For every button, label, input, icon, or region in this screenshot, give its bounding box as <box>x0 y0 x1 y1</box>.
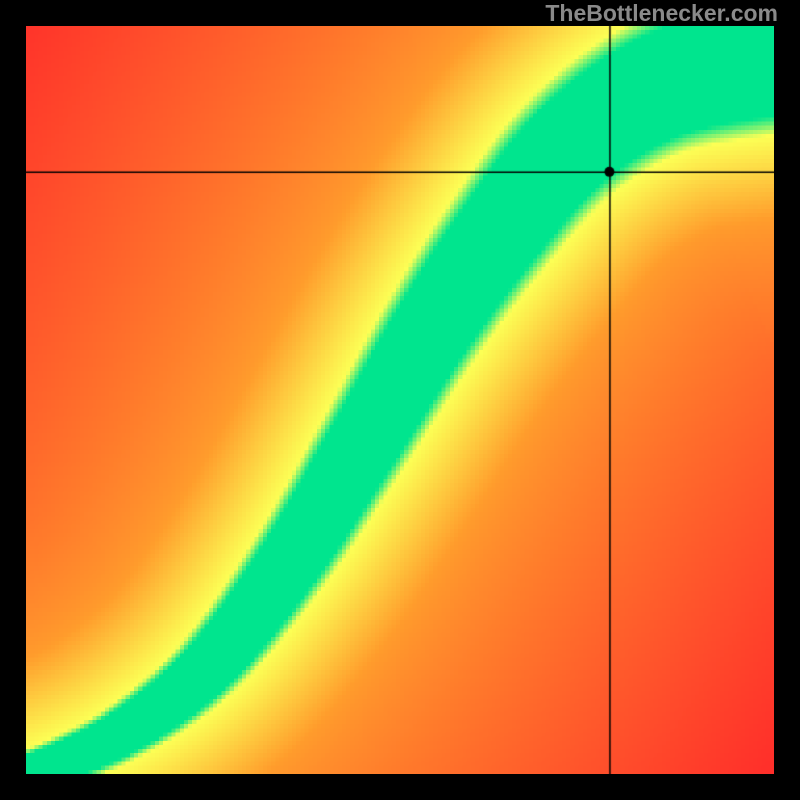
chart-container: TheBottlenecker.com <box>0 0 800 800</box>
heatmap-plot <box>26 26 774 774</box>
watermark-text: TheBottlenecker.com <box>545 0 778 27</box>
